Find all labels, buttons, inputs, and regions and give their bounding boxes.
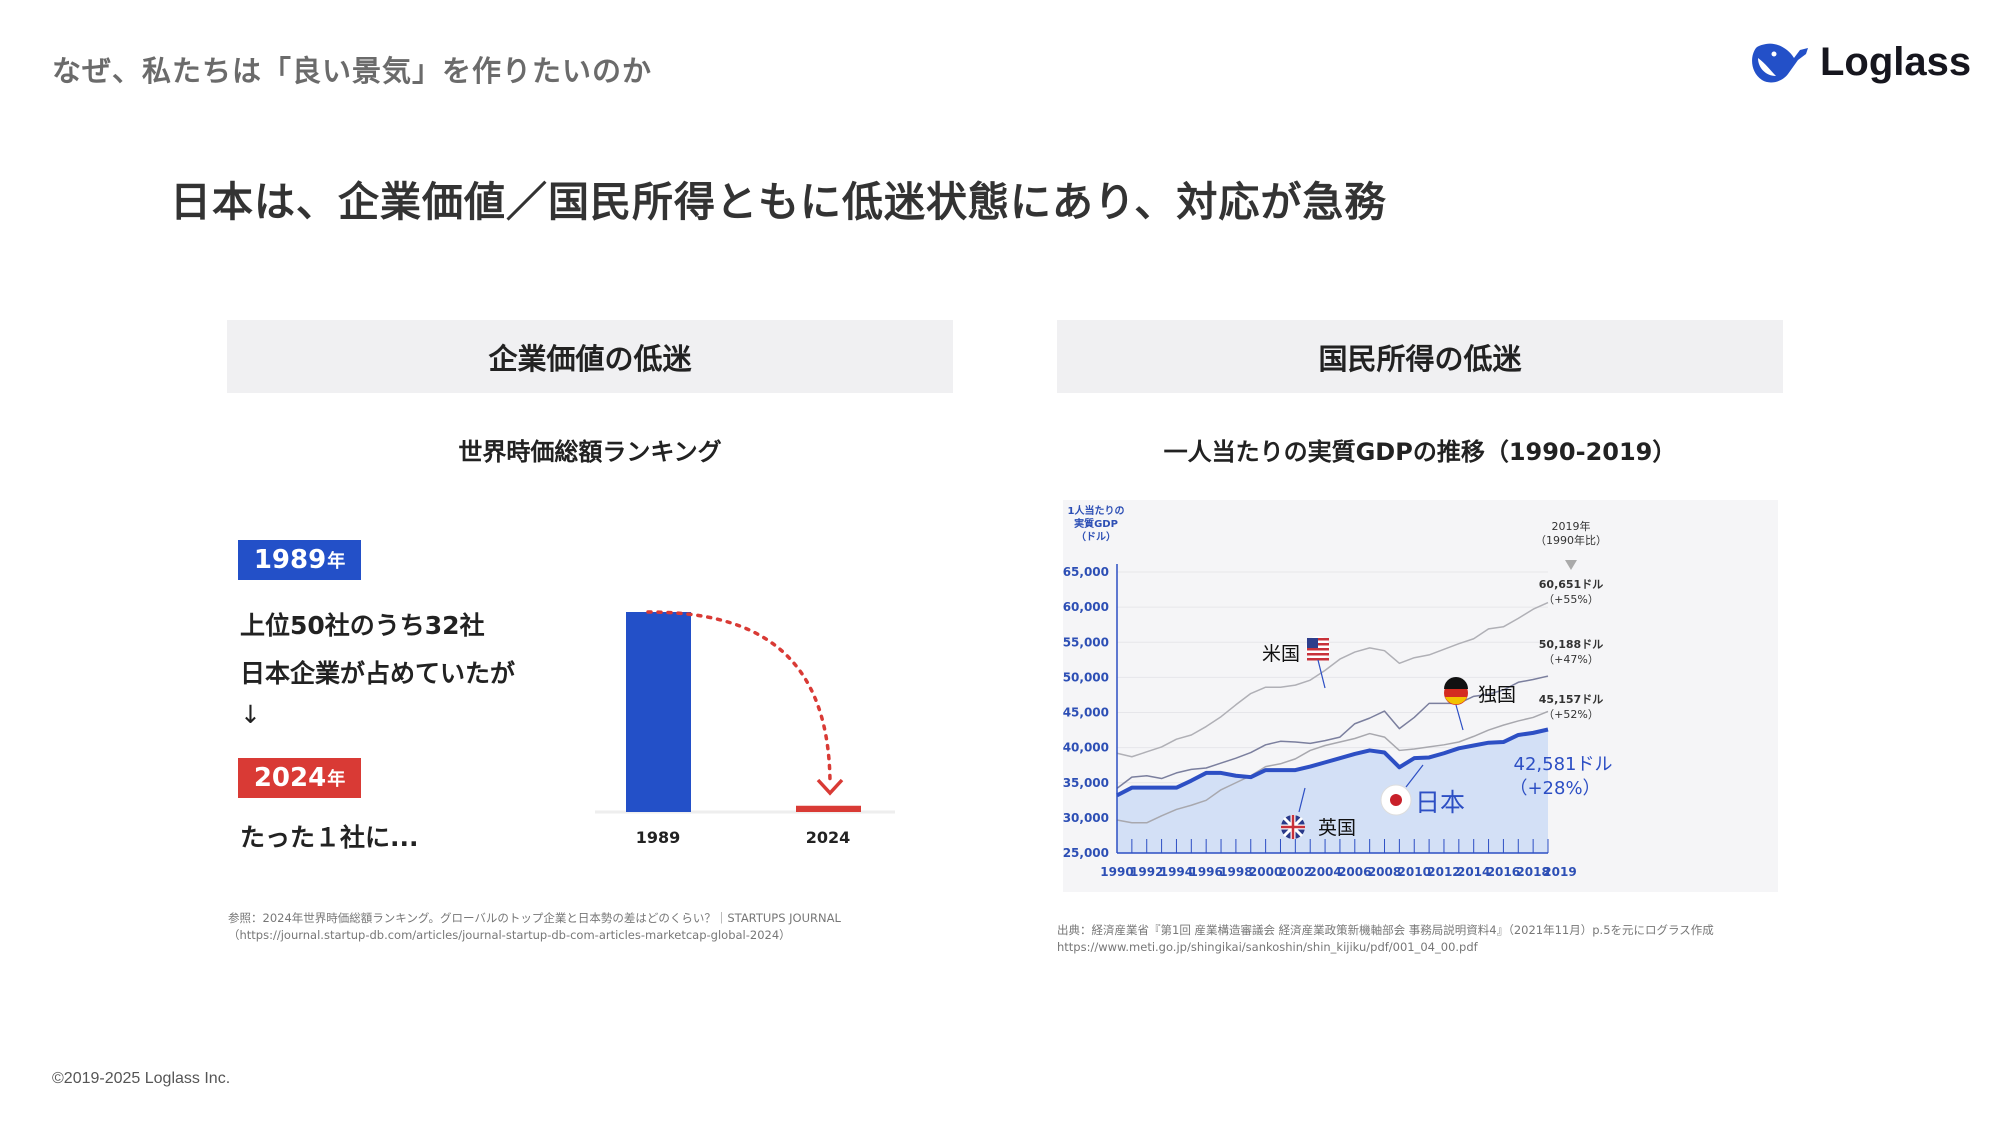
x-tick-label: 1994 xyxy=(1160,865,1193,879)
y-tick-label: 40,000 xyxy=(1063,741,1109,755)
badge-year: 1989 xyxy=(253,545,327,575)
y-axis-label: （ドル） xyxy=(1076,530,1116,543)
country-label-us: 米国 xyxy=(1262,643,1300,665)
decline-dotted-arrow xyxy=(646,610,832,787)
source-url: （https://journal.startup-db.com/articles… xyxy=(228,928,791,942)
bar-1989 xyxy=(626,612,691,812)
badge-2024: 2024 年 xyxy=(238,758,361,798)
country-label-uk: 英国 xyxy=(1318,817,1356,839)
x-tick-label: 1992 xyxy=(1130,865,1163,879)
logo-text: Loglass xyxy=(1820,39,1972,84)
us-flag-icon xyxy=(1306,636,1330,661)
series-line-0 xyxy=(1116,601,1549,758)
end-value-label: 45,157ドル xyxy=(1539,693,1603,706)
bar-2024 xyxy=(796,805,861,812)
note-year: 2019年 xyxy=(1552,519,1591,533)
statement-line-1: 上位50社のうち32社 xyxy=(240,611,485,640)
bar-label-2024: 2024 xyxy=(806,828,851,847)
statement-line-3: たった１社に... xyxy=(240,823,419,852)
series-line-1 xyxy=(1116,675,1549,789)
end-value-label: 60,651ドル xyxy=(1539,578,1603,591)
source-url: https://www.meti.go.jp/shingikai/sankosh… xyxy=(1057,940,1478,954)
x-tick-label: 2012 xyxy=(1427,865,1460,879)
end-change-label: （+55%） xyxy=(1543,593,1599,606)
end-value-label: 50,188ドル xyxy=(1539,638,1603,651)
y-axis-label: 実質GDP xyxy=(1074,517,1118,530)
x-tick-label: 2016 xyxy=(1487,865,1520,879)
y-tick-label: 45,000 xyxy=(1063,706,1109,720)
x-tick-label: 1990 xyxy=(1100,865,1133,879)
badge-suffix: 年 xyxy=(327,769,346,790)
statement-line-2: 日本企業が占めていたが xyxy=(240,659,516,688)
x-tick-label: 2018 xyxy=(1516,865,1549,879)
section-title: なぜ、私たちは「良い景気」を作りたいのか xyxy=(52,54,653,88)
end-change-label: （+52%） xyxy=(1543,708,1599,721)
badge-year: 2024 xyxy=(253,763,327,793)
jp-pointer xyxy=(1405,764,1424,788)
x-tick-label: 2002 xyxy=(1279,865,1312,879)
y-tick-label: 55,000 xyxy=(1063,635,1109,649)
page-title: 日本は、企業価値／国民所得ともに低迷状態にあり、対応が急務 xyxy=(170,178,1387,226)
left-source: 参照：2024年世界時価総額ランキング。グローバルのトップ企業と日本勢の差はどの… xyxy=(228,910,841,944)
right-panel-subtitle: 一人当たりの実質GDPの推移（1990-2019） xyxy=(1163,438,1677,466)
source-line: 参照：2024年世界時価総額ランキング。グローバルのトップ企業と日本勢の差はどの… xyxy=(228,911,841,925)
y-tick-label: 50,000 xyxy=(1063,670,1109,684)
de-flag-icon xyxy=(1444,677,1468,705)
copyright: ©2019-2025 Loglass Inc. xyxy=(52,1070,231,1087)
ranking-bar-chart: 1989 2024 xyxy=(595,610,895,847)
badge-suffix: 年 xyxy=(327,551,346,572)
series-line-2 xyxy=(1116,710,1549,824)
logo: Loglass xyxy=(1748,38,1971,86)
whale-logo-icon xyxy=(1752,43,1808,83)
japan-area-fill xyxy=(1117,729,1548,853)
down-arrow: ↓ xyxy=(240,700,261,729)
right-panel-heading: 国民所得の低迷 xyxy=(1057,320,1783,393)
y-axis-label: 1人当たりの xyxy=(1068,504,1125,517)
y-tick-label: 35,000 xyxy=(1063,776,1109,790)
gdp-line-chart: 25,000 30,000 35,000 40,000 45,000 50,000 55,0… xyxy=(1063,500,1778,892)
y-tick-label: 65,000 xyxy=(1063,565,1109,579)
arrowhead-icon xyxy=(816,778,844,796)
japan-change: （+28%） xyxy=(1509,778,1600,799)
left-panel-heading: 企業価値の低迷 xyxy=(227,320,953,393)
japan-end-value: 42,581ドル xyxy=(1514,754,1613,775)
uk-pointer xyxy=(1298,787,1306,813)
country-label-jp: 日本 xyxy=(1415,788,1465,817)
x-tick-label: 2014 xyxy=(1457,865,1490,879)
us-pointer xyxy=(1317,659,1326,689)
note-base: （1990年比） xyxy=(1535,533,1607,547)
bar-label-1989: 1989 xyxy=(636,828,681,847)
x-tick-label: 2008 xyxy=(1368,865,1401,879)
country-label-de: 独国 xyxy=(1478,684,1516,706)
x-tick-label: 2000 xyxy=(1249,865,1282,879)
series-line-3 xyxy=(1116,727,1549,798)
x-tick-label: 1998 xyxy=(1219,865,1252,879)
y-tick-label: 60,000 xyxy=(1063,600,1109,614)
x-tick-label: 2019 xyxy=(1543,865,1576,879)
badge-1989: 1989 年 xyxy=(238,540,361,580)
x-tick-label: 2004 xyxy=(1308,865,1341,879)
y-tick-label: 25,000 xyxy=(1063,846,1109,860)
de-pointer xyxy=(1455,704,1464,731)
end-change-label: （+47%） xyxy=(1543,653,1599,666)
y-tick-label: 30,000 xyxy=(1063,811,1109,825)
right-source: 出典：経済産業省『第1回 産業構造審議会 経済産業政策新機軸部会 事務局説明資料… xyxy=(1057,922,1714,956)
source-line: 出典：経済産業省『第1回 産業構造審議会 経済産業政策新機軸部会 事務局説明資料… xyxy=(1057,923,1714,937)
uk-flag-icon xyxy=(1281,815,1305,839)
jp-flag-icon xyxy=(1380,784,1412,816)
x-tick-label: 1996 xyxy=(1189,865,1222,879)
left-panel-subtitle: 世界時価総額ランキング xyxy=(458,438,722,466)
down-triangle-icon xyxy=(1565,560,1577,570)
x-tick-label: 2006 xyxy=(1338,865,1371,879)
x-tick-label: 2010 xyxy=(1398,865,1431,879)
